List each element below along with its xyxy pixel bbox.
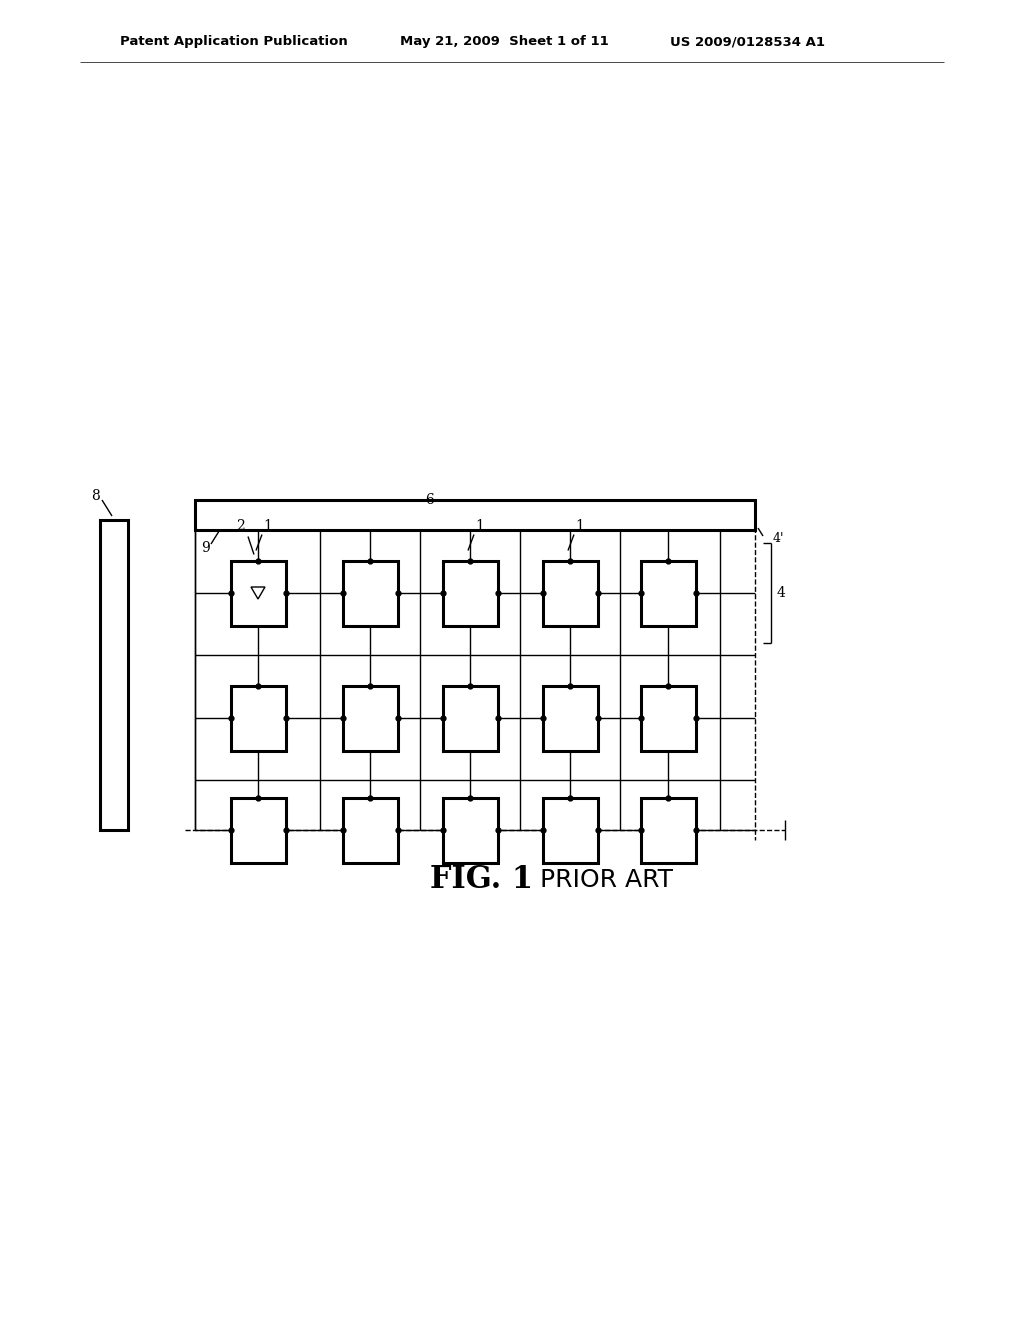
Text: 8: 8 <box>91 488 100 503</box>
Bar <box>640 797 695 862</box>
Bar <box>442 561 498 626</box>
Text: 9: 9 <box>201 541 209 554</box>
Bar <box>543 797 597 862</box>
Text: 1: 1 <box>263 519 272 532</box>
Bar <box>640 561 695 626</box>
Text: 4': 4' <box>773 532 784 544</box>
Bar <box>543 685 597 751</box>
Bar <box>100 520 128 830</box>
Bar <box>195 500 755 531</box>
Bar <box>342 561 397 626</box>
Bar <box>230 685 286 751</box>
Bar <box>640 685 695 751</box>
Bar <box>442 685 498 751</box>
Text: US 2009/0128534 A1: US 2009/0128534 A1 <box>670 36 825 49</box>
Bar <box>543 561 597 626</box>
Bar <box>230 797 286 862</box>
Text: PRIOR ART: PRIOR ART <box>540 869 673 892</box>
Bar <box>230 561 286 626</box>
Text: 4: 4 <box>777 586 785 601</box>
Text: Patent Application Publication: Patent Application Publication <box>120 36 348 49</box>
Text: 1: 1 <box>475 519 484 532</box>
Text: FIG. 1: FIG. 1 <box>430 865 534 895</box>
Bar <box>442 797 498 862</box>
Bar <box>342 797 397 862</box>
Text: 6: 6 <box>426 492 434 507</box>
Text: May 21, 2009  Sheet 1 of 11: May 21, 2009 Sheet 1 of 11 <box>400 36 608 49</box>
Bar <box>342 685 397 751</box>
Text: 1: 1 <box>575 519 585 532</box>
Text: 2: 2 <box>236 519 245 532</box>
